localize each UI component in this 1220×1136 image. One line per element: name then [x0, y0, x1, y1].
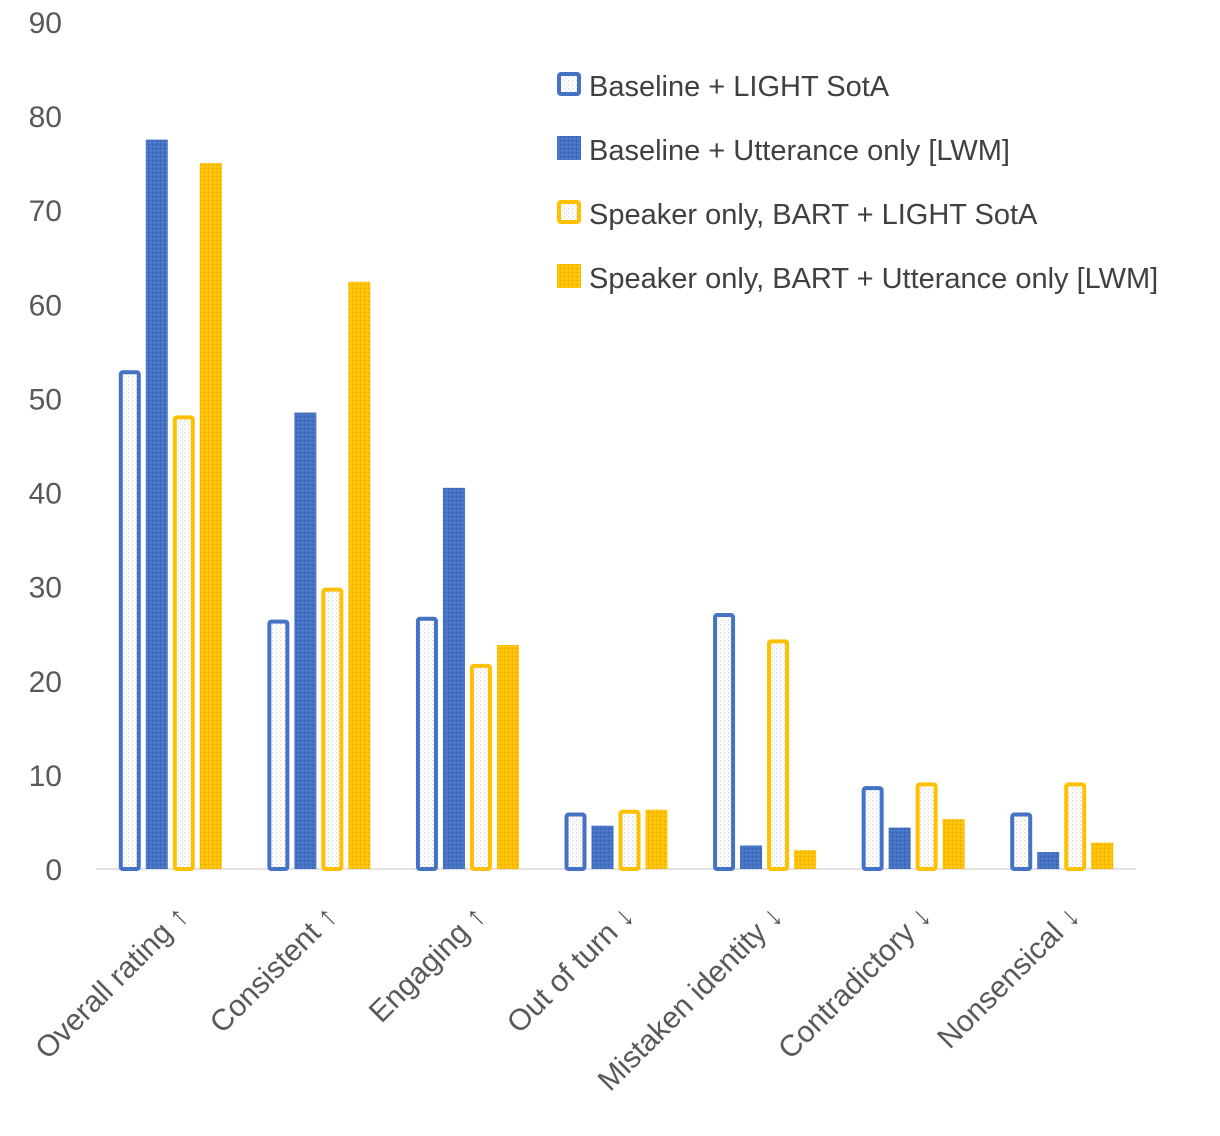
bar	[591, 825, 614, 869]
bar	[794, 850, 817, 869]
x-tick-label: Consistent ↑	[204, 900, 344, 1040]
legend-label: Baseline + LIGHT SotA	[589, 71, 890, 103]
bar	[888, 827, 911, 869]
y-tick-label: 40	[29, 478, 62, 511]
legend-label: Speaker only, BART + LIGHT SotA	[589, 199, 1038, 231]
bar	[294, 412, 317, 869]
legend-label: Baseline + Utterance only [LWM]	[589, 135, 1010, 167]
bar	[469, 663, 492, 871]
y-tick-label: 30	[29, 572, 62, 605]
legend-swatch	[557, 72, 581, 96]
bar	[321, 587, 344, 871]
legend-item: Baseline + LIGHT SotA	[557, 71, 890, 103]
legend-swatch	[557, 136, 581, 160]
legend: Baseline + LIGHT SotA Baseline + Utteranc…	[557, 71, 1158, 295]
bar	[861, 786, 884, 872]
bar	[618, 809, 641, 872]
bar	[915, 782, 938, 872]
legend-swatch	[557, 200, 581, 224]
x-tick-label: Overall rating ↑	[29, 900, 195, 1066]
y-tick-label: 10	[29, 760, 62, 793]
x-axis-labels: Overall rating ↑ Consistent ↑ Engaging ↑ Ou…	[29, 900, 1086, 1098]
legend-item: Baseline + Utterance only [LWM]	[557, 135, 1010, 167]
bar	[1037, 852, 1060, 869]
y-tick-label: 90	[29, 7, 62, 40]
bar	[942, 819, 965, 869]
bar	[415, 616, 438, 871]
x-tick-label: Engaging ↑	[363, 900, 492, 1029]
bar	[564, 812, 587, 871]
bar	[767, 639, 790, 871]
bar	[1091, 842, 1114, 869]
x-tick-label: Out of turn ↓	[501, 900, 641, 1040]
legend-item: Speaker only, BART + Utterance only [LWM…	[557, 263, 1158, 295]
y-axis: 0 10 20 30 40 50 60 70 80 90	[29, 7, 62, 887]
bar	[267, 619, 290, 871]
bar	[118, 370, 141, 871]
y-tick-label: 80	[29, 101, 62, 134]
legend-swatch	[557, 264, 581, 288]
bar	[172, 415, 195, 871]
y-tick-label: 50	[29, 383, 62, 416]
bar	[1064, 782, 1087, 872]
y-tick-label: 0	[45, 854, 62, 887]
bar	[645, 809, 668, 869]
legend-label: Speaker only, BART + Utterance only [LWM…	[589, 263, 1158, 295]
legend-item: Speaker only, BART + LIGHT SotA	[557, 199, 1038, 231]
bar	[496, 645, 519, 869]
bar	[1010, 812, 1033, 871]
x-tick-label: Contradictory ↓	[772, 900, 938, 1066]
y-tick-label: 20	[29, 666, 62, 699]
bar	[740, 845, 763, 869]
x-tick-label: Nonsensical ↓	[931, 900, 1086, 1055]
bars	[118, 139, 1114, 872]
bar	[442, 487, 465, 869]
y-tick-label: 70	[29, 195, 62, 228]
bar	[348, 281, 371, 869]
bar	[199, 163, 222, 869]
bar	[145, 139, 168, 869]
bar	[713, 613, 736, 871]
y-tick-label: 60	[29, 289, 62, 322]
